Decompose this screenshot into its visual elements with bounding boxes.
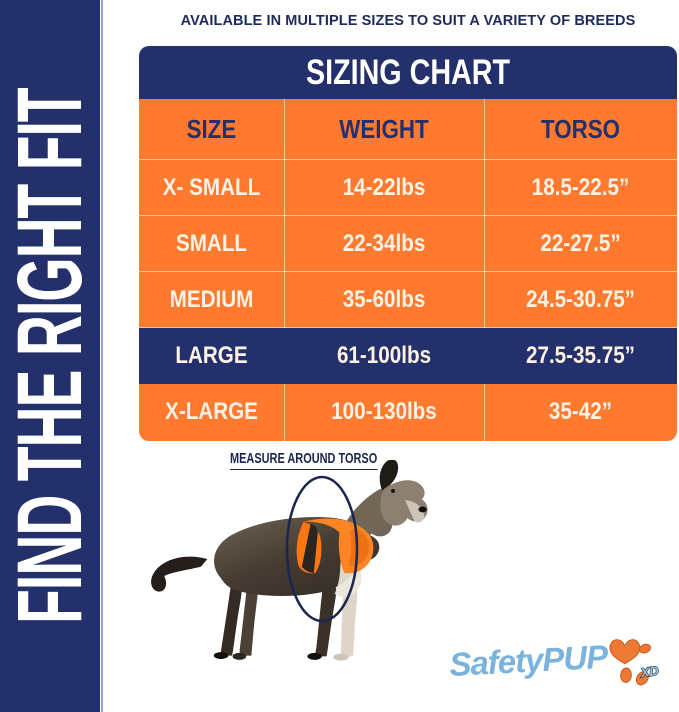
svg-text:SafetyPUP: SafetyPUP [448, 638, 610, 683]
svg-text:XD: XD [639, 663, 660, 680]
